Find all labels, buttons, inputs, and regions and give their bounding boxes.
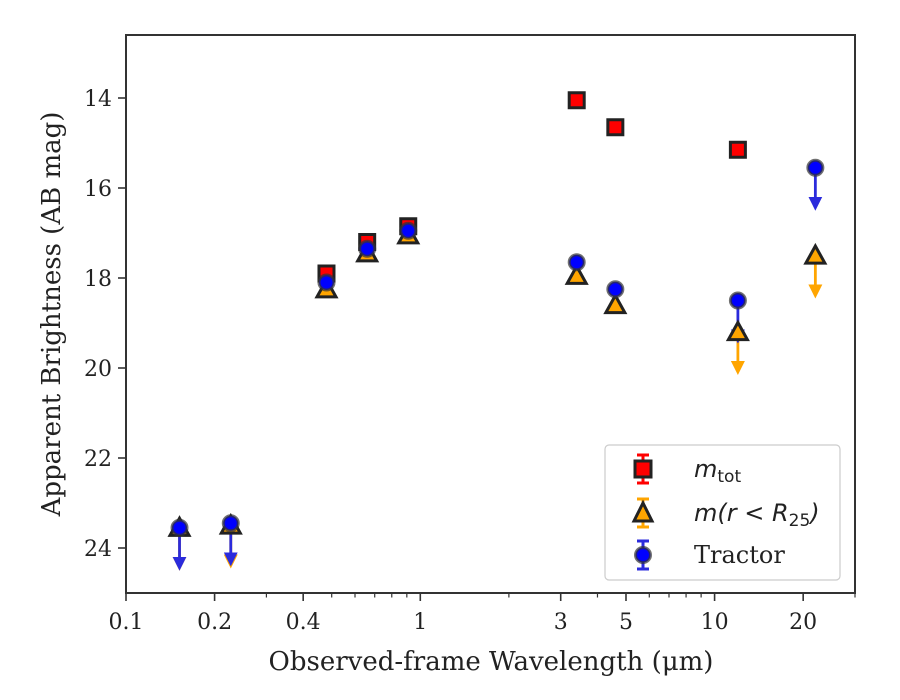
x-tick-label: 20 <box>789 610 817 635</box>
tractor-circle-point <box>399 221 418 240</box>
legend-circle-marker <box>634 546 652 564</box>
x-tick-label: 0.2 <box>197 610 232 635</box>
tractor-circle-point <box>806 158 825 177</box>
legend-label-mr25-main: m(r < R <box>694 499 789 527</box>
mr25-triangle-point <box>803 242 828 265</box>
mtot-square-point <box>567 91 586 110</box>
y-tick-label: 24 <box>84 537 112 562</box>
legend-label-mtot-main: m <box>694 455 717 483</box>
legend-triangle-marker <box>631 499 655 523</box>
mtot-square-point <box>606 118 625 137</box>
x-tick-label: 10 <box>701 610 729 635</box>
tractor-circle-point <box>567 253 586 272</box>
x-tick-label: 0.1 <box>109 610 144 635</box>
mtot-square-point <box>728 140 747 159</box>
tractor-circle-point <box>728 291 747 310</box>
y-tick-label: 20 <box>84 357 112 382</box>
legend-label-mr25: m(r < R25) <box>694 499 820 531</box>
x-tick-label: 3 <box>554 610 568 635</box>
legend-label-mtot-sub: tot <box>717 467 741 487</box>
mr25-triangle-point <box>603 292 628 315</box>
legend-label-mr25-sub: 25 <box>789 511 811 531</box>
y-axis: 14 16 18 20 22 24 <box>84 87 126 562</box>
legend-label-mtot: mtot <box>694 455 741 487</box>
legend-label-tractor: Tractor <box>694 541 785 569</box>
mr25-triangle-point <box>564 263 589 285</box>
y-tick-label: 22 <box>84 447 112 472</box>
x-tick-label: 5 <box>619 610 633 635</box>
tractor-circle-point <box>317 273 336 292</box>
x-axis: 0.1 0.2 0.4 1 3 5 10 20 <box>109 593 856 635</box>
y-tick-label: 18 <box>84 267 112 292</box>
x-axis-title: Observed-frame Wavelength (μm) <box>269 647 714 677</box>
x-tick-label: 0.4 <box>286 610 321 635</box>
tractor-circle-point <box>170 518 189 537</box>
x-tick-label: 1 <box>413 610 427 635</box>
legend-item-tractor: Tractor <box>634 539 785 571</box>
legend-square-marker <box>633 459 653 479</box>
tractor-circle-point <box>221 514 240 533</box>
legend-item-mtot: mtot <box>633 453 741 487</box>
y-tick-label: 16 <box>84 177 112 202</box>
mr25-triangle-point <box>725 319 750 342</box>
y-tick-label: 14 <box>84 87 112 112</box>
y-axis-title: Apparent Brightness (AB mag) <box>37 112 67 518</box>
tractor-circle-point <box>358 239 377 258</box>
legend-box <box>604 444 841 581</box>
series-layer <box>167 91 828 571</box>
legend-item-mr25: m(r < R25) <box>631 497 820 531</box>
tractor-circle-point <box>606 280 625 299</box>
legend-label-mr25-end: ) <box>808 499 819 527</box>
legend: mtot m(r < R25) Tractor <box>604 444 841 581</box>
